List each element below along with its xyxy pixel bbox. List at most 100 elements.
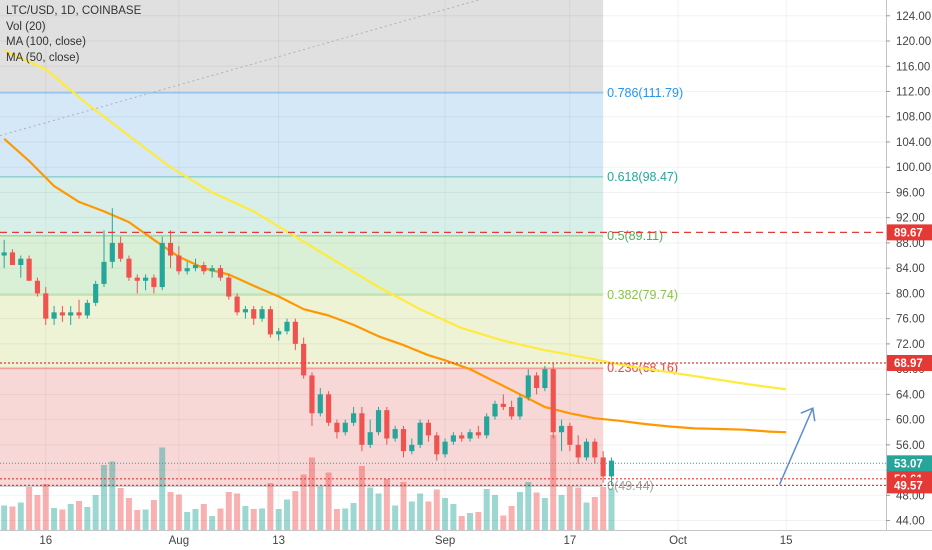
candle-body (517, 397, 523, 417)
price-level-tag-bg (887, 354, 932, 371)
candle-body (234, 296, 240, 313)
candle-body (542, 369, 548, 389)
volume-bar (433, 489, 440, 530)
volume-bar (500, 515, 507, 530)
legend-ma50[interactable]: MA (50, close) (6, 51, 80, 64)
price-levels (0, 231, 886, 486)
volume-bar (175, 494, 182, 530)
candle-body (209, 268, 215, 272)
fib-band (0, 235, 604, 296)
candle-body (251, 309, 257, 319)
volume-bar (100, 465, 107, 530)
volume-bar (26, 487, 33, 530)
y-tick-label: 100.00 (896, 162, 931, 174)
volume-bar (566, 486, 573, 530)
ma100-line (3, 49, 787, 391)
volume-bar (17, 502, 24, 530)
fib-band (0, 368, 604, 487)
candle-body (267, 309, 273, 335)
candle-body (592, 441, 598, 458)
candle-body (151, 277, 157, 288)
volume-bar (558, 495, 565, 530)
candle-body (417, 422, 423, 445)
volume-bar (117, 488, 124, 530)
volume-bar (217, 508, 224, 530)
volume-bar (275, 509, 282, 530)
volume-bar (492, 495, 498, 530)
volume-bar (442, 498, 449, 530)
volume-bar (234, 493, 241, 530)
volume-bar (42, 484, 49, 530)
legend-volume[interactable]: Vol (20) (6, 20, 46, 33)
volume-bar (9, 506, 16, 530)
volume-bar (458, 516, 465, 530)
arrow-head (800, 407, 816, 422)
candle-body (509, 406, 515, 417)
volume-bar (142, 509, 149, 530)
volume-bar (317, 486, 324, 530)
volume-bar (550, 435, 557, 530)
volume-bar (533, 492, 540, 530)
price-level-tag-bg (887, 477, 932, 494)
candle-body (176, 255, 182, 272)
candle-body (525, 375, 531, 398)
volume-bar (242, 506, 249, 530)
volume-bar (400, 482, 407, 530)
candle-body (442, 441, 448, 455)
volume-bar (192, 509, 199, 530)
volume-bar (375, 493, 382, 530)
volume-bar (425, 501, 432, 530)
volume-bar (450, 504, 457, 530)
candle-body (159, 242, 165, 288)
candle-body (101, 261, 107, 284)
candle-body (118, 242, 124, 259)
candle-body (400, 429, 407, 452)
candle-body (425, 422, 432, 436)
volume-bar (583, 502, 590, 530)
candle-body (450, 435, 456, 442)
fib-band (0, 0, 604, 93)
chart-title[interactable]: LTC/USD, 1D, COINBASE (6, 5, 142, 17)
volume-bar (300, 474, 307, 530)
candle-body (84, 302, 90, 316)
candle-body (583, 441, 590, 458)
volume-bar (475, 512, 482, 530)
volume-bar (109, 461, 116, 530)
candle-body (217, 268, 224, 278)
y-tick-label: 104.00 (896, 137, 931, 149)
volume-bar (200, 504, 207, 530)
candle-body (309, 375, 315, 414)
volume-bar (150, 500, 157, 530)
candle-body (9, 252, 16, 265)
volume-bar (508, 506, 515, 530)
y-tick-label: 60.00 (896, 415, 925, 427)
candle-body (467, 432, 473, 439)
candle-body (500, 403, 506, 407)
volume-bar (184, 512, 191, 530)
candle-body (276, 331, 282, 335)
candle-body (201, 265, 207, 272)
candle-body (192, 265, 199, 269)
candle-body (68, 312, 74, 316)
volume-bar (1, 505, 8, 530)
volume-bar (383, 479, 390, 530)
volume-bar (350, 503, 357, 530)
candle-body (93, 283, 99, 303)
candle-body (242, 309, 248, 313)
volume-bar (608, 488, 615, 530)
price-level-tag-bg (887, 224, 932, 241)
volume-bar (325, 472, 332, 530)
candle-body (492, 403, 498, 417)
legend-ma100[interactable]: MA (100, close) (6, 36, 86, 49)
candle-body (126, 258, 132, 278)
y-tick-label: 88.00 (896, 238, 925, 250)
y-tick-label: 76.00 (896, 314, 925, 326)
volume-bar (267, 483, 274, 530)
candle-body (608, 460, 615, 477)
volume-bar (591, 497, 598, 530)
volume-bar (59, 509, 66, 530)
y-tick-label: 96.00 (896, 187, 925, 199)
volume-bar (125, 498, 132, 530)
